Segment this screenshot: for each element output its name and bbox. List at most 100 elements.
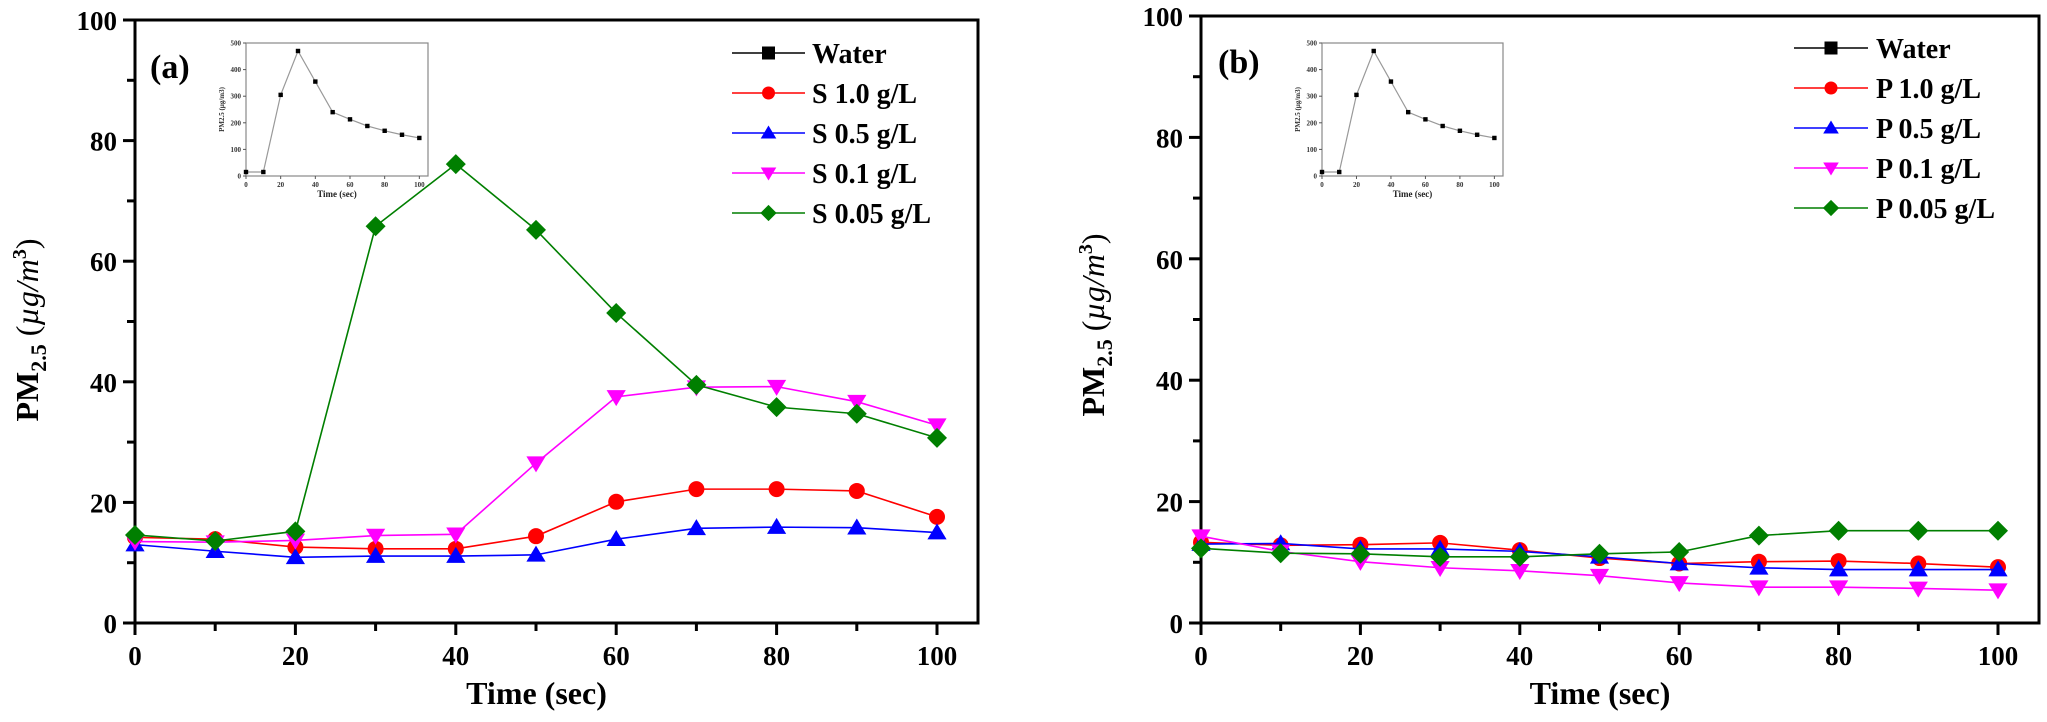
data-point [767,379,787,396]
inset-x-axis-title: Time (sec) [1393,189,1433,199]
y-axis-title-close: ) [1075,234,1111,245]
series-s-0-1-g-l [125,379,947,552]
inset-data-point [261,169,266,175]
data-point [1828,520,1849,541]
inset-x-tick-label: 20 [277,181,285,189]
legend-label: P 1.0 g/L [1876,74,1981,105]
data-point [1829,560,1849,577]
data-point [686,374,707,395]
data-point [688,481,705,498]
data-point [606,303,627,324]
inset-y-tick-label: 0 [1314,173,1318,181]
inset-data-point [330,109,335,115]
inset-x-tick-label: 60 [1422,181,1430,189]
legend-marker [1823,120,1839,134]
data-point [847,518,867,535]
inset-x-tick-label: 40 [1387,181,1395,189]
data-point [1988,560,2008,577]
data-point [1829,580,1849,597]
data-point [445,154,466,175]
inset-frame [245,42,429,177]
data-point [1669,576,1689,593]
y-axis-title-sup: 3 [9,249,31,259]
legend-label: S 0.05 g/L [812,199,931,230]
data-point [1589,543,1610,564]
inset-chart: 0 100 200 300 400 500 0 20 40 60 80 100 Time (sec) PM… [1294,40,1504,199]
y-axis-title: PM2.5 (µg/m3) [1075,234,1117,417]
legend-label: P 0.5 g/L [1876,114,1981,145]
x-tick-label: 100 [1978,641,2019,671]
x-tick-label: 60 [1666,641,1693,671]
y-tick-label: 20 [1156,488,1183,518]
data-point [1749,558,1769,575]
inset-data-point [1371,48,1376,54]
y-axis-title-sub: 2.5 [26,344,51,372]
x-tick-label: 100 [917,641,958,671]
x-axis-title: Time (sec) [1530,675,1671,711]
data-point [526,456,546,473]
series-s-1-0-g-l [127,481,945,557]
data-point [1510,563,1530,580]
inset-y-tick-label: 500 [231,40,242,48]
y-tick-label: 60 [90,247,117,277]
data-point [848,482,865,499]
y-tick-label: 40 [90,368,117,398]
inset-data-point [295,48,301,54]
inset-y-tick-label: 400 [231,66,242,74]
data-point [125,524,145,545]
inset-y-tick-label: 400 [1307,66,1318,74]
data-point [528,528,544,545]
inset-frame [1321,42,1504,177]
data-point [606,390,626,407]
y-tick-label: 100 [77,6,118,36]
y-axis-title-sup: 3 [1075,244,1097,254]
data-point [1669,554,1689,571]
inset-x-tick-label: 100 [1489,181,1500,189]
x-tick-label: 80 [1825,641,1852,671]
y-axis-title-sub: 2.5 [1092,339,1117,367]
inset-data-point [365,123,370,129]
legend-marker [1823,162,1839,176]
legend-label: P 0.1 g/L [1876,154,1981,185]
inset-y-tick-label: 200 [231,119,242,127]
inset-x-tick-label: 0 [1320,181,1324,189]
y-tick-label: 80 [1156,123,1183,153]
legend: Water P 1.0 g/L P 0.5 g/L P 0.1 g/L P 0.05 g… [1794,34,1995,225]
data-point [1589,568,1610,585]
inset-data-point [313,79,318,84]
data-point [927,418,947,435]
legend-label: S 0.1 g/L [812,159,917,190]
x-tick-label: 20 [1347,641,1374,671]
y-axis-title-open: ( [9,326,45,345]
y-tick-label: 60 [1156,245,1183,275]
data-point [1509,546,1530,567]
data-point [1191,538,1211,559]
inset-data-point [1354,92,1359,98]
y-axis-title-unit: µg/m [1075,254,1111,320]
inset-data-point [1492,135,1497,141]
data-point [1270,543,1291,564]
data-point [205,530,226,551]
legend-label: P 0.05 g/L [1876,194,1995,225]
inset-data-point [399,132,405,137]
inset-x-axis-title: Time (sec) [317,189,357,199]
inset-y-tick-label: 500 [1307,40,1318,48]
data-point [927,523,947,540]
inset-chart: 0 100 200 300 400 500 0 20 40 60 80 100 Time (sec) PM… [218,40,429,199]
inset-data-point [347,117,353,122]
legend-label: Water [1876,34,1951,65]
legend-marker [1824,41,1838,55]
data-point [929,508,945,525]
series-s-0-05-g-l [125,154,947,551]
y-tick-label: 20 [90,488,117,518]
data-point [446,546,466,563]
data-point [1988,583,2008,600]
inset-y-tick-label: 0 [238,173,242,181]
y-tick-label: 0 [104,609,118,639]
data-point [366,528,386,545]
y-axis-title-unit: µg/m [9,259,45,325]
data-point [526,219,546,240]
x-tick-label: 60 [603,641,630,671]
